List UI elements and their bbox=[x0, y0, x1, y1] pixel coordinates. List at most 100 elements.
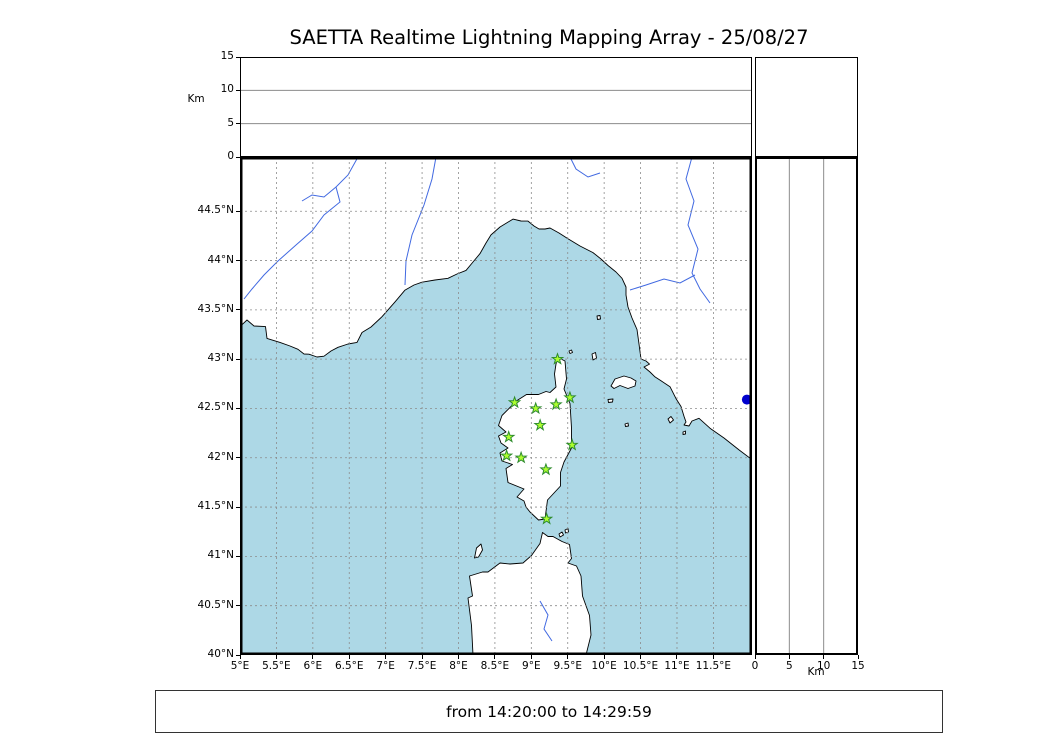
landmass bbox=[682, 430, 686, 435]
lma-station-marker bbox=[539, 511, 554, 525]
river bbox=[685, 157, 711, 304]
altitude-tick-label: 0 bbox=[751, 660, 759, 672]
altitude-tick bbox=[236, 156, 240, 158]
figure-title: SAETTA Realtime Lightning Mapping Array … bbox=[289, 26, 809, 49]
time-range-text: from 14:20:00 to 14:29:59 bbox=[446, 702, 652, 721]
lat-tick-label: 41.5°N bbox=[197, 500, 234, 513]
lma-station-marker bbox=[549, 397, 563, 411]
lma-station-marker bbox=[529, 401, 543, 415]
top-panel-axis-label: Km bbox=[187, 93, 205, 105]
landmass bbox=[564, 528, 569, 534]
lon-tick bbox=[239, 655, 241, 659]
river bbox=[569, 157, 601, 178]
lat-tick-label: 42.5°N bbox=[197, 401, 234, 414]
lon-tick bbox=[385, 655, 387, 659]
lma-station-marker bbox=[550, 352, 565, 365]
lat-tick bbox=[236, 654, 240, 656]
top-panel-background bbox=[240, 57, 752, 157]
lon-tick bbox=[603, 655, 605, 659]
lma-station-marker bbox=[507, 395, 522, 409]
lat-tick-label: 41°N bbox=[207, 549, 234, 562]
lat-tick bbox=[236, 605, 240, 607]
right-panel-border bbox=[755, 157, 858, 655]
lat-tick-label: 43.5°N bbox=[197, 302, 234, 315]
altitude-tick-label: 15 bbox=[851, 660, 865, 672]
river bbox=[301, 186, 337, 202]
lon-tick bbox=[312, 655, 314, 659]
lon-tick-label: 6.5°E bbox=[334, 660, 364, 672]
lma-station-marker bbox=[499, 448, 514, 462]
lat-tick bbox=[236, 457, 240, 459]
lat-tick bbox=[236, 260, 240, 262]
altitude-tick bbox=[823, 655, 825, 659]
altitude-tick-label: 10 bbox=[816, 660, 831, 672]
lon-tick-label: 7.5°E bbox=[407, 660, 437, 672]
river bbox=[243, 157, 359, 300]
altitude-tick bbox=[857, 655, 859, 659]
lon-tick-label: 11°E bbox=[664, 660, 690, 672]
river bbox=[629, 274, 696, 291]
lat-tick bbox=[236, 555, 240, 557]
lat-tick-label: 40°N bbox=[207, 648, 234, 660]
map-panel bbox=[240, 157, 752, 655]
lat-tick bbox=[236, 506, 240, 508]
lon-tick bbox=[275, 655, 277, 659]
lma-station-marker bbox=[501, 430, 516, 443]
lon-tick-label: 7°E bbox=[376, 660, 395, 672]
lightning-source-point bbox=[741, 394, 752, 405]
lon-tick-label: 9°E bbox=[522, 660, 541, 672]
lon-tick bbox=[712, 655, 714, 659]
lon-tick-label: 11.5°E bbox=[695, 660, 732, 672]
altitude-tick-label: 15 bbox=[220, 50, 234, 62]
lon-tick-label: 10°E bbox=[591, 660, 617, 672]
lat-tick-label: 42°N bbox=[207, 450, 234, 463]
top-right-panel bbox=[755, 57, 858, 157]
landmass bbox=[591, 352, 597, 361]
lma-station-marker bbox=[539, 462, 553, 476]
lon-tick-label: 9.5°E bbox=[553, 660, 583, 672]
altitude-tick bbox=[754, 655, 756, 659]
altitude-tick bbox=[236, 56, 240, 58]
lon-tick bbox=[640, 655, 642, 659]
lat-tick bbox=[236, 358, 240, 360]
altitude-tick bbox=[788, 655, 790, 659]
lat-tick-label: 44°N bbox=[207, 253, 234, 266]
landmass bbox=[558, 531, 564, 538]
river bbox=[539, 600, 553, 642]
landmass bbox=[596, 315, 601, 320]
altitude-tick bbox=[236, 89, 240, 91]
lma-station-marker bbox=[565, 437, 579, 451]
lon-tick bbox=[348, 655, 350, 659]
altitude-tick-label: 0 bbox=[227, 150, 234, 162]
lon-tick-label: 8°E bbox=[449, 660, 468, 672]
altitude-tick-label: 10 bbox=[220, 83, 234, 96]
lon-tick-label: 6°E bbox=[303, 660, 323, 672]
lon-tick bbox=[676, 655, 678, 659]
altitude-vs-longitude-panel bbox=[240, 57, 752, 157]
lat-tick bbox=[236, 309, 240, 311]
lat-tick-label: 44.5°N bbox=[197, 204, 234, 217]
lat-tick bbox=[236, 210, 240, 212]
landmass bbox=[568, 349, 573, 354]
landmass bbox=[610, 375, 637, 389]
landmass bbox=[607, 398, 614, 403]
altitude-vs-latitude-panel bbox=[755, 157, 858, 655]
altitude-tick-label: 5 bbox=[227, 116, 234, 129]
lon-tick-label: 10.5°E bbox=[622, 660, 659, 672]
lon-tick bbox=[530, 655, 532, 659]
altitude-tick-label: 5 bbox=[785, 660, 793, 672]
lon-tick bbox=[567, 655, 569, 659]
lon-tick bbox=[421, 655, 423, 659]
time-range-box: from 14:20:00 to 14:29:59 bbox=[155, 690, 943, 733]
lon-tick-label: 5.5°E bbox=[262, 660, 291, 672]
landmass bbox=[240, 157, 752, 461]
right-panel-axis-label: Km bbox=[807, 666, 825, 678]
landmass bbox=[667, 416, 674, 424]
landmass bbox=[467, 532, 592, 655]
lat-tick-label: 43°N bbox=[207, 352, 234, 365]
landmass bbox=[624, 422, 629, 427]
lon-tick bbox=[494, 655, 496, 659]
river bbox=[404, 157, 437, 286]
map-border bbox=[240, 157, 752, 655]
